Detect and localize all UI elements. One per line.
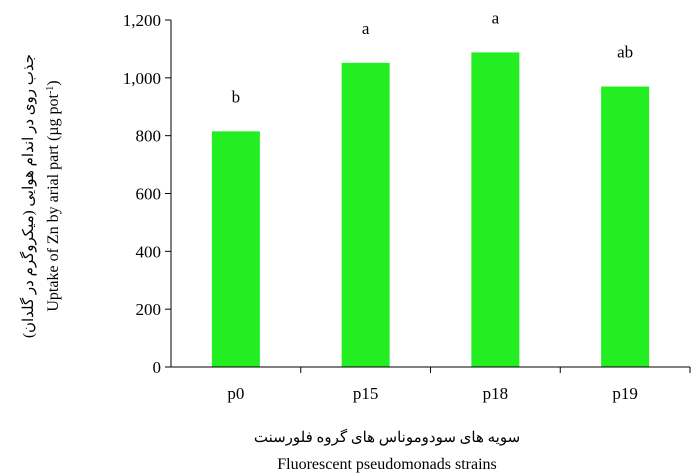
y-axis-label-english: Uptake of Zn by arial part (µg pot-1) xyxy=(45,80,63,311)
y-tick-label: 0 xyxy=(153,358,162,377)
bars-group xyxy=(211,52,650,368)
y-tick-label: 600 xyxy=(136,185,162,204)
y-axis-label-persian: جذب روی در اندام هوایی (میکروگرم در گلدا… xyxy=(19,54,37,338)
x-axis-label-english: Fluorescent pseudomonads strains xyxy=(277,456,497,473)
y-tick-label: 1,200 xyxy=(123,11,161,30)
x-tick-label-p19: p19 xyxy=(612,384,638,403)
x-tick-label-p15: p15 xyxy=(353,384,379,403)
bar-p15 xyxy=(341,62,390,368)
x-tick-label-p0: p0 xyxy=(227,384,244,403)
y-tick-label: 800 xyxy=(136,127,162,146)
significance-letters-group: b a a ab xyxy=(232,8,634,106)
y-axis-label-english-main: Uptake of Zn by arial part (µg pot xyxy=(45,93,62,311)
y-tick-label: 1,000 xyxy=(123,69,161,88)
y-tick-label: 400 xyxy=(136,242,162,261)
y-axis-label-english-close: ) xyxy=(45,80,62,85)
y-ticks-group: 0 200 400 600 800 1,000 1,200 xyxy=(123,11,171,377)
significance-letter-p15: a xyxy=(362,19,370,38)
y-tick-label: 200 xyxy=(136,300,162,319)
y-axis-label-english-superscript: -1 xyxy=(45,86,56,94)
significance-letter-p19: ab xyxy=(617,43,633,62)
significance-letter-p0: b xyxy=(232,87,241,106)
x-tick-label-p18: p18 xyxy=(483,384,509,403)
x-ticks-group: p0 p15 p18 p19 xyxy=(227,367,691,403)
significance-letter-p18: a xyxy=(492,8,500,27)
bar-p0 xyxy=(211,131,260,367)
bar-p18 xyxy=(471,52,520,368)
x-axis-label-persian: سویه های سودوموناس های گروه فلورسنت xyxy=(254,428,520,446)
bar-p19 xyxy=(601,86,650,367)
